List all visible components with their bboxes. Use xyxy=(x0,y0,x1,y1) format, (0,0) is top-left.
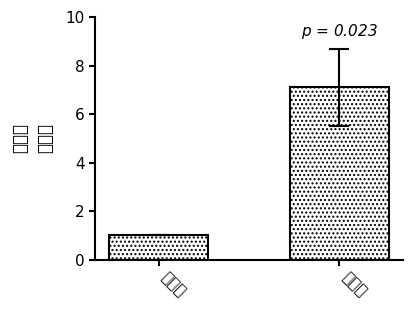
Y-axis label: 相对表
达水平: 相对表 达水平 xyxy=(11,123,54,153)
Bar xyxy=(289,87,388,259)
Text: $p$ = 0.023: $p$ = 0.023 xyxy=(300,22,377,41)
Bar xyxy=(109,235,208,259)
